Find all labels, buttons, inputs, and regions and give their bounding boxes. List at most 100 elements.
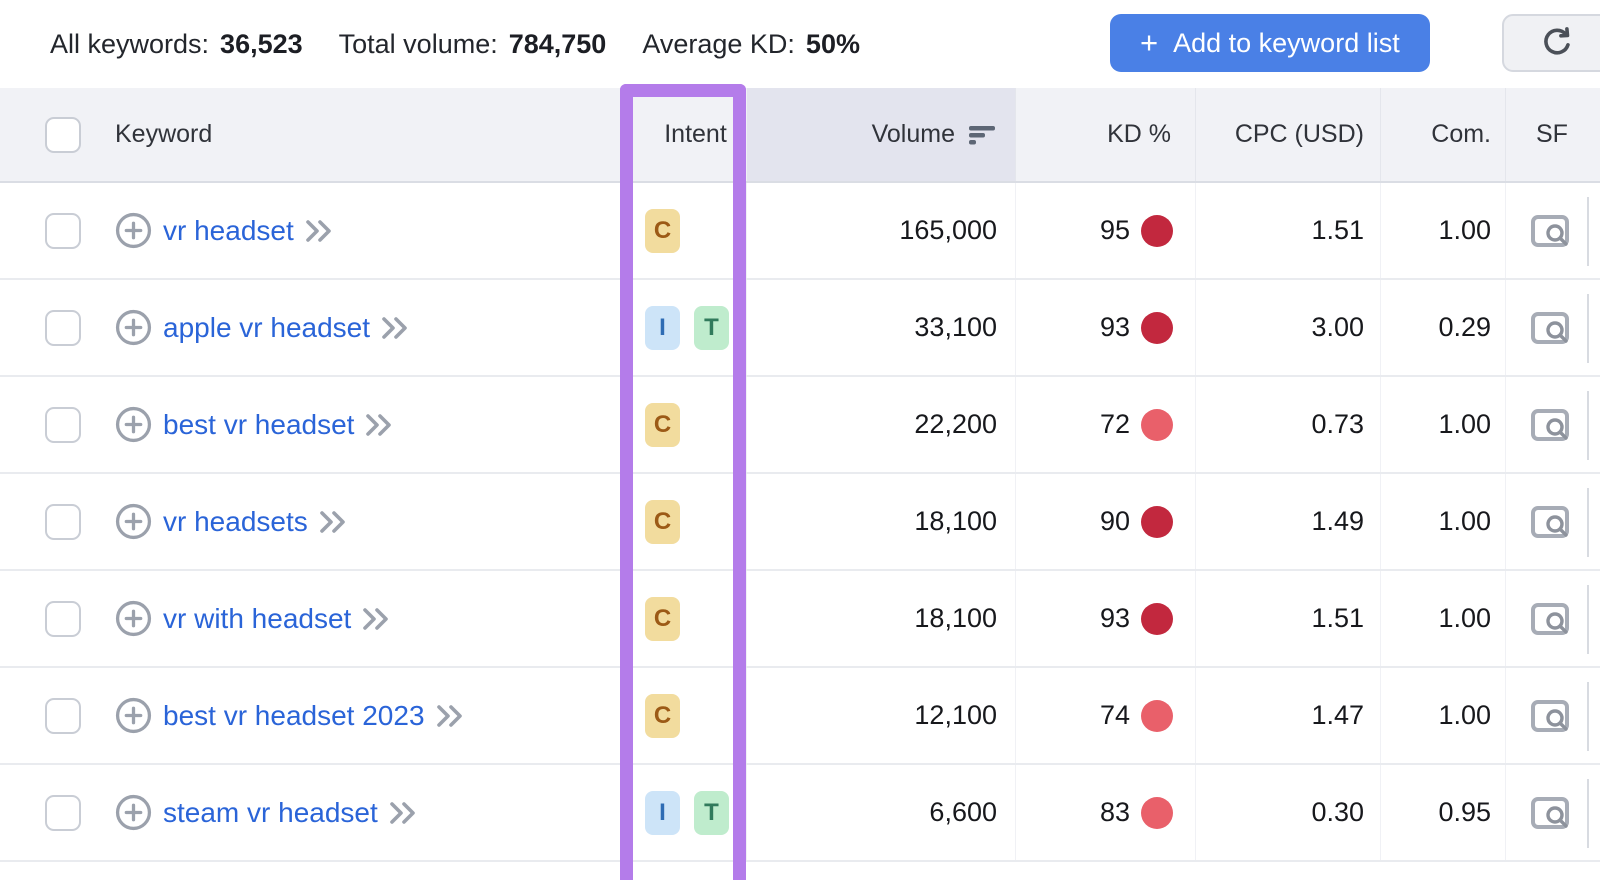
select-all-checkbox[interactable] bbox=[45, 116, 81, 153]
cpc-value: 1.51 bbox=[1195, 571, 1380, 666]
column-header-com-label: Com. bbox=[1431, 120, 1491, 148]
com-value: 1.00 bbox=[1380, 183, 1505, 278]
table-header: Keyword Intent Volume KD % CPC (U bbox=[0, 88, 1600, 183]
double-chevron-icon[interactable] bbox=[365, 413, 395, 437]
intent-badge-c: C bbox=[645, 402, 680, 447]
kd-dot bbox=[1141, 796, 1173, 829]
keyword-link[interactable]: vr headset bbox=[163, 214, 294, 246]
com-value: 1.00 bbox=[1380, 668, 1505, 763]
column-header-volume-label: Volume bbox=[871, 120, 955, 148]
keyword-link[interactable]: steam vr headset bbox=[163, 796, 378, 828]
sort-descending-icon[interactable] bbox=[969, 123, 997, 147]
keyword-link[interactable]: apple vr headset bbox=[163, 311, 371, 343]
com-value: 1.00 bbox=[1380, 474, 1505, 569]
serp-features-icon[interactable] bbox=[1529, 211, 1573, 251]
stat-average-kd-label: Average KD: bbox=[642, 28, 795, 59]
add-keyword-plus-icon[interactable] bbox=[115, 212, 152, 249]
intent-badge-i: I bbox=[645, 790, 680, 835]
row-checkbox[interactable] bbox=[45, 503, 81, 540]
keyword-link[interactable]: vr with headset bbox=[163, 602, 352, 634]
add-keyword-plus-icon[interactable] bbox=[115, 600, 152, 637]
plus-icon: + bbox=[1140, 24, 1159, 60]
keyword-link[interactable]: vr headsets bbox=[163, 505, 308, 537]
volume-value: 165,000 bbox=[746, 183, 1015, 278]
intent-cell: C bbox=[620, 668, 746, 763]
serp-features-icon[interactable] bbox=[1529, 599, 1573, 639]
double-chevron-icon[interactable] bbox=[436, 704, 466, 728]
column-header-com[interactable]: Com. bbox=[1380, 88, 1505, 181]
stat-total-volume: Total volume: 784,750 bbox=[339, 29, 607, 60]
column-header-kd[interactable]: KD % bbox=[1015, 88, 1195, 181]
column-header-intent-label: Intent bbox=[664, 120, 727, 148]
row-divider bbox=[1587, 779, 1589, 848]
kd-value: 93 bbox=[1099, 312, 1130, 342]
intent-badge-c: C bbox=[645, 499, 680, 544]
double-chevron-icon[interactable] bbox=[305, 219, 335, 243]
kd-value: 95 bbox=[1099, 215, 1130, 245]
keyword-link[interactable]: best vr headset 2023 bbox=[163, 699, 425, 731]
add-keyword-plus-icon[interactable] bbox=[115, 406, 152, 443]
row-checkbox[interactable] bbox=[45, 794, 81, 831]
serp-features-icon[interactable] bbox=[1529, 405, 1573, 445]
row-divider bbox=[1587, 488, 1589, 557]
add-keyword-plus-icon[interactable] bbox=[115, 309, 152, 346]
column-header-cpc[interactable]: CPC (USD) bbox=[1195, 88, 1380, 181]
row-divider bbox=[1587, 391, 1589, 460]
refresh-button[interactable] bbox=[1502, 14, 1600, 72]
row-checkbox[interactable] bbox=[45, 406, 81, 443]
stat-all-keywords-value: 36,523 bbox=[220, 28, 303, 59]
cpc-value: 0.73 bbox=[1195, 377, 1380, 472]
column-header-cpc-label: CPC (USD) bbox=[1234, 120, 1364, 148]
serp-features-icon[interactable] bbox=[1529, 696, 1573, 736]
serp-features-icon[interactable] bbox=[1529, 793, 1573, 833]
keyword-link[interactable]: best vr headset bbox=[163, 408, 355, 440]
volume-value: 22,200 bbox=[746, 377, 1015, 472]
serp-features-icon[interactable] bbox=[1529, 308, 1573, 348]
kd-dot bbox=[1141, 214, 1173, 247]
double-chevron-icon[interactable] bbox=[319, 510, 349, 534]
summary-toolbar: All keywords: 36,523 Total volume: 784,7… bbox=[0, 0, 1600, 88]
stat-average-kd: Average KD: 50% bbox=[642, 29, 860, 60]
row-checkbox[interactable] bbox=[45, 309, 81, 346]
cpc-value: 1.47 bbox=[1195, 668, 1380, 763]
row-checkbox[interactable] bbox=[45, 697, 81, 734]
column-header-sf[interactable]: SF bbox=[1505, 88, 1600, 181]
add-to-keyword-list-button[interactable]: + Add to keyword list bbox=[1110, 14, 1430, 72]
serp-features-icon[interactable] bbox=[1529, 502, 1573, 542]
kd-value: 74 bbox=[1099, 700, 1130, 730]
partial-row bbox=[0, 862, 1600, 880]
row-divider bbox=[1587, 585, 1589, 654]
double-chevron-icon[interactable] bbox=[362, 607, 392, 631]
add-to-keyword-list-label: Add to keyword list bbox=[1173, 27, 1400, 58]
kd-dot bbox=[1141, 505, 1173, 538]
column-header-volume[interactable]: Volume bbox=[746, 88, 1015, 181]
intent-badge-t: T bbox=[694, 305, 729, 350]
stat-total-volume-label: Total volume: bbox=[338, 28, 498, 59]
row-checkbox[interactable] bbox=[45, 600, 81, 637]
cpc-value: 1.49 bbox=[1195, 474, 1380, 569]
com-value: 1.00 bbox=[1380, 571, 1505, 666]
volume-value: 18,100 bbox=[746, 474, 1015, 569]
stat-average-kd-value: 50% bbox=[805, 28, 860, 59]
add-keyword-plus-icon[interactable] bbox=[115, 503, 152, 540]
kd-dot bbox=[1141, 699, 1173, 732]
stat-all-keywords-label: All keywords: bbox=[50, 28, 210, 59]
kd-dot bbox=[1141, 408, 1173, 441]
refresh-icon bbox=[1539, 25, 1575, 61]
column-header-keyword: Keyword bbox=[105, 88, 620, 181]
intent-cell: C bbox=[620, 474, 746, 569]
double-chevron-icon[interactable] bbox=[381, 316, 411, 340]
table-row: vr with headset C 18,100 93 1.51 1.00 bbox=[0, 571, 1600, 668]
row-checkbox[interactable] bbox=[45, 212, 81, 249]
volume-value: 18,100 bbox=[746, 571, 1015, 666]
header-select-all bbox=[0, 88, 105, 181]
add-keyword-plus-icon[interactable] bbox=[115, 794, 152, 831]
double-chevron-icon[interactable] bbox=[389, 801, 419, 825]
table-row: best vr headset 2023 C 12,100 74 1.47 1.… bbox=[0, 668, 1600, 765]
add-keyword-plus-icon[interactable] bbox=[115, 697, 152, 734]
stat-all-keywords: All keywords: 36,523 bbox=[50, 29, 303, 60]
kd-dot bbox=[1141, 311, 1173, 344]
